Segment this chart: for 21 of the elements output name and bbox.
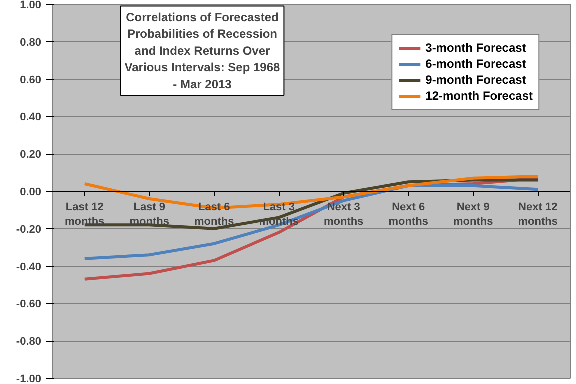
x-tick-label: Next 12 months	[518, 202, 558, 228]
y-tick-label: -1.00	[16, 374, 42, 384]
legend-label: 9-month Forecast	[426, 73, 526, 87]
y-tick-label: 1.00	[20, 0, 42, 12]
x-tick-label: Next 9 months	[454, 202, 494, 228]
y-tick-label: 0.80	[20, 36, 42, 49]
legend-label: 3-month Forecast	[426, 41, 526, 55]
text: Correlations of Forecasted Probabilities of Recession and Index Returns Over Various Intervals: Sep 1968 - Mar 2013	[124, 10, 281, 92]
y-tick-label: 0.20	[20, 149, 42, 162]
legend-label: 12-month Forecast	[426, 89, 533, 103]
y-tick-label: 0.40	[20, 112, 42, 124]
x-tick-label: Last 12 months	[65, 202, 105, 228]
legend-label: 6-month Forecast	[426, 57, 526, 71]
y-tick-label: -0.40	[16, 261, 42, 274]
x-tick-label: Next 3 months	[324, 202, 364, 228]
y-tick-label: -0.60	[16, 298, 42, 311]
x-tick-label: Next 6 months	[388, 202, 428, 228]
y-tick-label: 0.00	[20, 186, 42, 198]
y-tick-label: -0.80	[16, 336, 42, 348]
y-tick-label: -0.20	[16, 224, 42, 236]
y-tick-label: 0.60	[20, 74, 42, 86]
